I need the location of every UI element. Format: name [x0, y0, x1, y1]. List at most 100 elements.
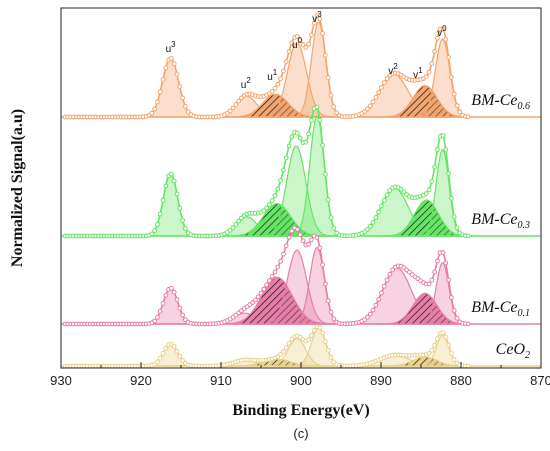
data-point: [314, 104, 320, 110]
peak-label-u2: u2: [241, 76, 252, 91]
data-point: [432, 164, 438, 170]
x-tick-label: 930: [50, 373, 72, 388]
data-point: [362, 109, 368, 114]
data-point: [317, 245, 323, 251]
data-point: [171, 61, 177, 67]
data-point: [281, 68, 286, 74]
data-point: [295, 34, 300, 39]
data-point: [174, 348, 180, 354]
peak-u3: [138, 57, 203, 118]
data-point: [157, 308, 163, 314]
data-point: [283, 155, 289, 161]
data-point: [317, 16, 323, 22]
data-point: [152, 318, 158, 324]
x-axis-ticks: 930 920 910 900 890 880 870: [50, 362, 550, 388]
series-label: CeO2: [496, 341, 530, 361]
data-point: [230, 105, 236, 111]
data-point: [314, 235, 320, 241]
peak-label-v1: v1: [413, 66, 423, 81]
data-point: [449, 295, 454, 300]
data-point: [423, 191, 429, 197]
data-point: [157, 355, 163, 361]
data-point: [177, 84, 183, 89]
data-point: [465, 233, 471, 239]
data-point: [401, 189, 407, 195]
data-point: [384, 277, 390, 283]
data-point: [446, 171, 452, 177]
data-point: [365, 227, 370, 232]
data-point: [429, 61, 435, 67]
series-BM-Ce0.1: BM-Ce0.1: [61, 225, 541, 327]
data-point: [465, 363, 471, 369]
data-point: [390, 267, 396, 273]
data-point: [258, 290, 264, 296]
data-point: [300, 238, 306, 244]
data-point: [233, 222, 239, 227]
data-point: [163, 292, 169, 298]
data-point: [183, 226, 188, 231]
x-tick-label: 900: [290, 373, 312, 388]
data-point: [370, 307, 376, 313]
data-point: [325, 197, 331, 203]
data-point: [451, 91, 457, 97]
data-point: [152, 106, 158, 112]
data-point: [314, 13, 320, 19]
data-point: [160, 197, 166, 203]
data-point: [443, 260, 449, 266]
data-point: [267, 278, 272, 283]
data-point: [275, 264, 281, 270]
peak-label-v2: v2: [388, 62, 398, 77]
data-point: [429, 348, 435, 353]
data-point: [306, 131, 312, 137]
peak-u0: [258, 42, 336, 118]
data-point: [149, 231, 155, 237]
data-point: [387, 188, 393, 194]
data-point: [440, 133, 446, 138]
peak-v1-hatched: [377, 85, 473, 118]
data-point: [239, 215, 244, 221]
data-point: [286, 49, 292, 54]
peak-u1-hatched: [216, 276, 338, 325]
data-point: [317, 117, 323, 123]
data-point: [331, 316, 337, 322]
data-point: [269, 88, 275, 94]
series-CeO2: CeO2: [61, 324, 541, 369]
data-point: [155, 99, 160, 105]
data-point: [323, 281, 328, 287]
data-point: [174, 71, 180, 77]
peak-v1-hatched: [378, 199, 475, 237]
data-point: [311, 327, 317, 333]
data-point: [300, 42, 306, 48]
data-point: [426, 187, 432, 193]
data-point: [320, 31, 326, 36]
data-point: [160, 301, 166, 306]
data-point: [435, 147, 440, 152]
data-point: [309, 117, 314, 123]
x-tick-label: 910: [210, 373, 232, 388]
data-point: [325, 347, 331, 353]
data-point: [432, 269, 438, 275]
data-point: [295, 130, 300, 136]
data-point: [149, 110, 155, 116]
peak-label-u0: u0: [292, 36, 303, 51]
data-point: [432, 49, 438, 54]
data-point: [306, 337, 312, 343]
series-BM-Ce0.6: BM-Ce0.6: [61, 13, 541, 120]
data-point: [379, 85, 384, 90]
data-point: [283, 243, 289, 249]
data-point: [303, 139, 309, 145]
data-point: [155, 222, 160, 227]
data-point: [381, 197, 387, 203]
data-point: [261, 286, 267, 292]
data-point: [278, 258, 284, 264]
data-point: [295, 227, 300, 232]
data-point: [325, 75, 331, 80]
data-point: [435, 258, 440, 264]
data-point: [174, 191, 180, 197]
data-point: [323, 171, 328, 177]
data-point: [169, 285, 174, 291]
data-point: [171, 344, 177, 349]
data-point: [440, 26, 446, 32]
data-point: [426, 281, 432, 287]
